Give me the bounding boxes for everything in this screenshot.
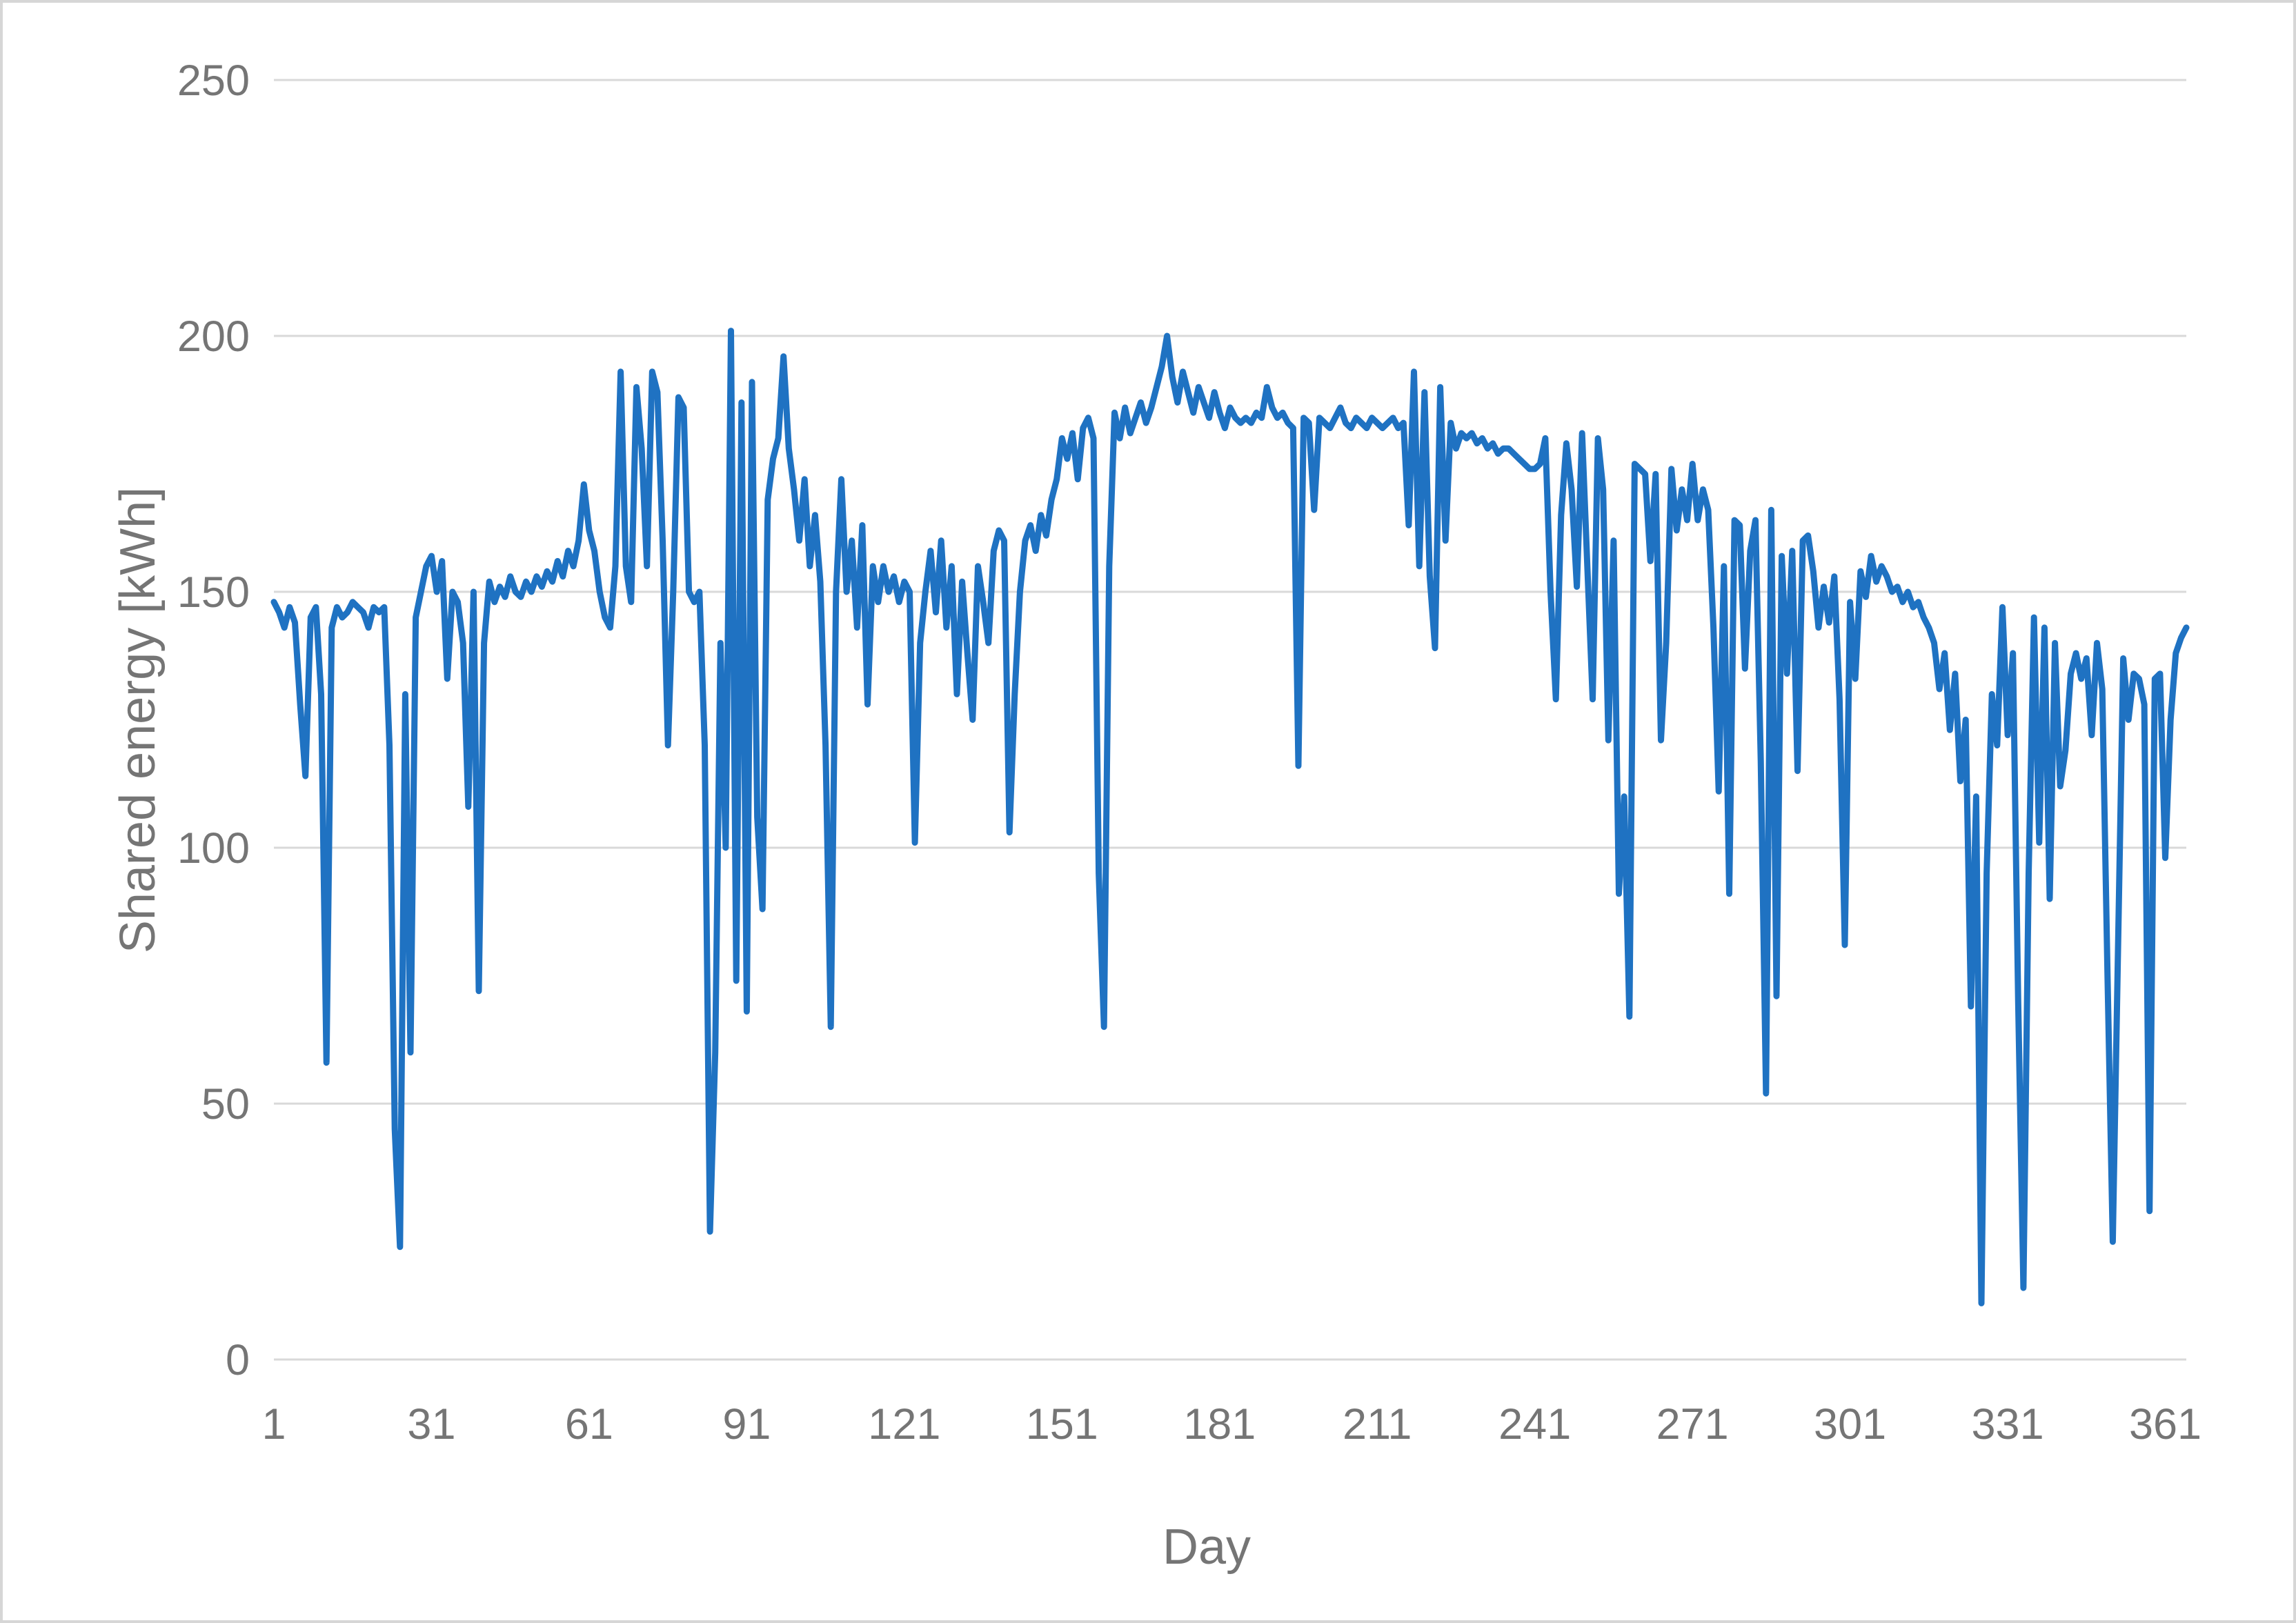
x-tick-label: 61 xyxy=(565,1400,613,1448)
y-tick-label: 100 xyxy=(177,824,250,873)
x-tick-label: 31 xyxy=(407,1400,455,1448)
y-tick-label: 200 xyxy=(177,312,250,361)
x-tick-label: 211 xyxy=(1343,1400,1412,1448)
y-tick-label: 150 xyxy=(177,568,250,617)
x-axis-title: Day xyxy=(1162,1520,1251,1575)
y-tick-label: 50 xyxy=(201,1080,250,1128)
y-axis-title: Shared energy [kWh] xyxy=(110,486,166,954)
x-tick-label: 181 xyxy=(1183,1400,1256,1448)
x-tick-label: 331 xyxy=(1972,1400,2044,1448)
y-tick-label: 250 xyxy=(177,57,250,105)
series-line xyxy=(270,328,2190,1306)
x-tick-label: 271 xyxy=(1656,1400,1729,1448)
x-tick-label: 151 xyxy=(1026,1400,1098,1448)
x-tick-label: 121 xyxy=(868,1400,940,1448)
line-chart: 0 50 100 150 200 250 1 31 61 91 121 151 181 211 241 271… xyxy=(177,57,2201,1448)
x-tick-label: 91 xyxy=(722,1400,771,1448)
x-tick-label: 241 xyxy=(1498,1400,1571,1448)
x-tick-label: 1 xyxy=(261,1400,286,1448)
x-tick-label: 301 xyxy=(1814,1400,1886,1448)
x-tick-label: 361 xyxy=(2129,1400,2201,1448)
y-tick-label: 0 xyxy=(226,1336,250,1384)
